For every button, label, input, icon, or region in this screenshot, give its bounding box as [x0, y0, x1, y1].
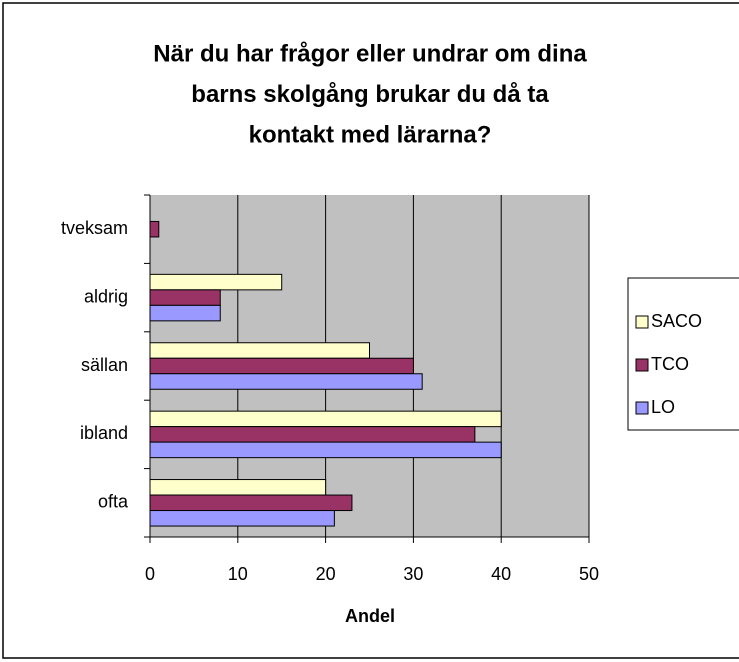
legend-swatch [635, 401, 649, 415]
bar [149, 342, 370, 359]
bar [149, 410, 502, 428]
x-tick-label: 0 [145, 564, 155, 584]
bar [149, 441, 502, 459]
x-tick-label: 40 [491, 564, 511, 584]
x-tick-label: 30 [403, 564, 423, 584]
chart-title: barns skolgång brukar du då ta [191, 81, 549, 108]
bar [149, 479, 327, 496]
legend-label: TCO [651, 354, 689, 374]
x-tick-label: 10 [228, 564, 248, 584]
bar [149, 357, 414, 375]
x-tick-label: 20 [316, 564, 336, 584]
bar [149, 373, 423, 390]
x-tick-label: 50 [579, 564, 599, 584]
y-tick-label: tveksam [61, 218, 128, 238]
y-tick-label: ofta [98, 492, 129, 512]
chart-title: kontakt med lärarna? [249, 121, 492, 148]
legend-box [627, 277, 739, 431]
bar [149, 304, 221, 322]
chart-title: När du har frågor eller undrar om dina [153, 40, 587, 67]
bar [149, 510, 335, 527]
legend-swatch [635, 315, 649, 329]
y-tick-label: ibland [80, 423, 128, 443]
bar [149, 494, 353, 512]
bar [149, 220, 160, 238]
legend-label: LO [651, 397, 675, 417]
legend-swatch [635, 358, 649, 372]
bar [149, 273, 283, 291]
y-tick-label: aldrig [84, 286, 128, 306]
bar [149, 289, 221, 306]
legend-label: SACO [651, 311, 702, 331]
x-axis-label: Andel [345, 606, 395, 626]
bar [149, 426, 476, 443]
y-tick-label: sällan [81, 355, 128, 375]
